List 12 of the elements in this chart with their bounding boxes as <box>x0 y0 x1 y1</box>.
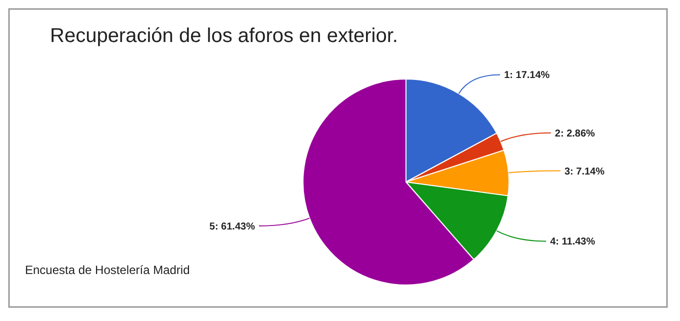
slice-label: 5 <box>209 221 216 232</box>
slice-label: 1 <box>504 70 510 82</box>
data-label: : 17.14% <box>510 70 550 82</box>
slice-label: 4 <box>550 236 556 248</box>
slice-label: 2 <box>554 128 561 140</box>
chart-title: Recuperación de los aforos en exterior. <box>50 25 398 47</box>
data-label: : 2.86% <box>560 128 596 140</box>
data-label: : 7.14% <box>570 166 605 178</box>
text: Encuesta de Hostelería Madrid <box>25 263 190 277</box>
data-label: : 61.43% <box>214 221 256 232</box>
data-label: : 11.43% <box>556 236 596 248</box>
slice-label: 3 <box>564 166 570 178</box>
